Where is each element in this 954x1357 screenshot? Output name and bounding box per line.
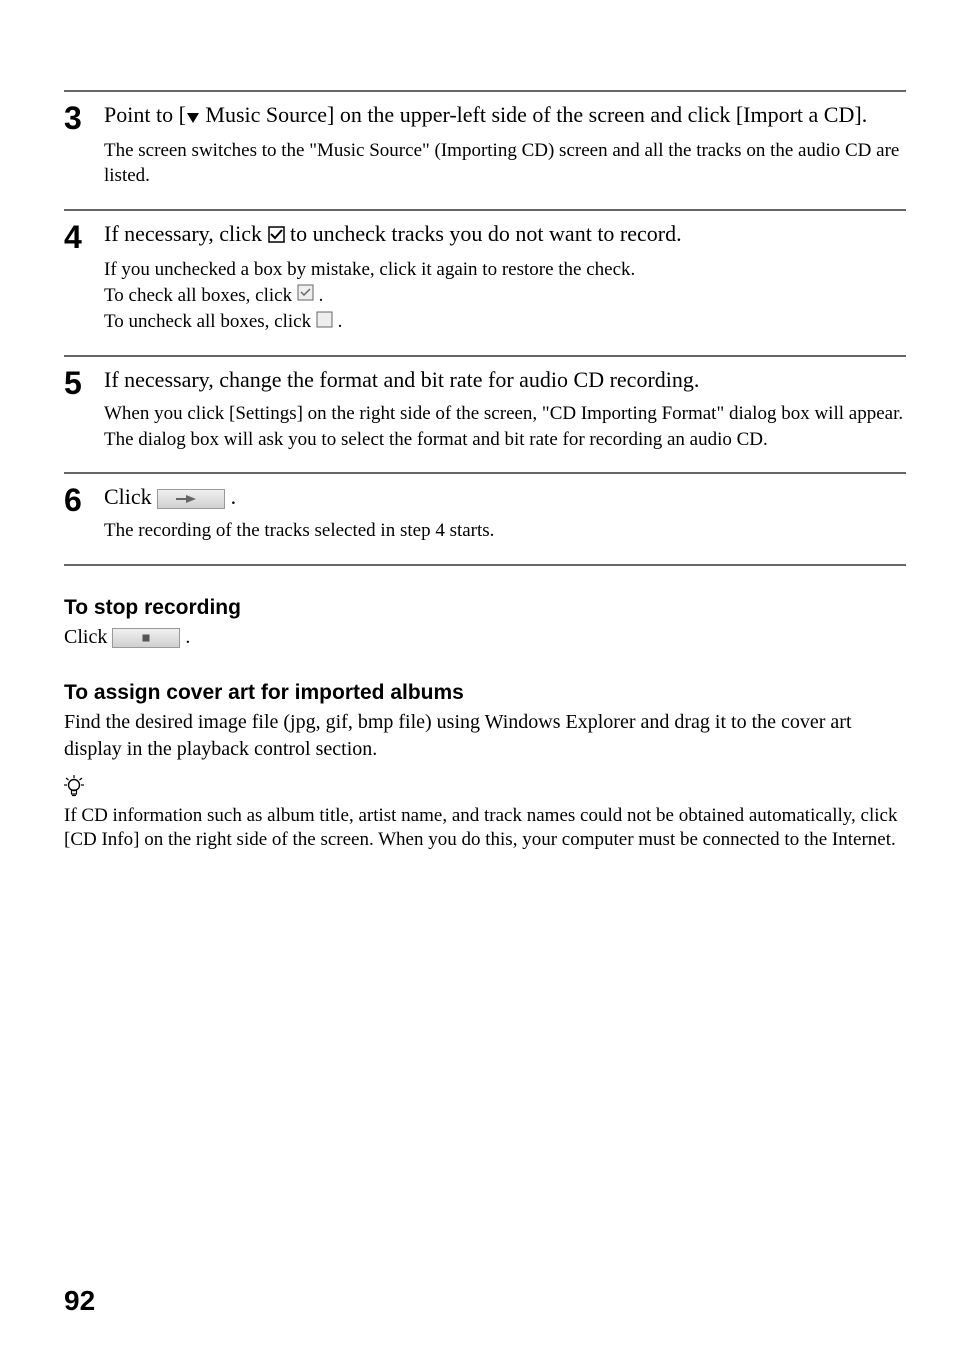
step-row: 4 If necessary, click to uncheck tracks … [64,219,906,335]
lead-text-before: Point to [ [104,102,186,127]
step-number: 5 [64,365,104,399]
step-divider [64,90,906,92]
detail-line-3: To uncheck all boxes, click . [104,309,906,335]
cover-art-body: Find the desired image file (jpg, gif, b… [64,709,906,763]
step-detail: If you unchecked a box by mistake, click… [104,257,906,336]
step-detail: The screen switches to the "Music Source… [104,138,906,189]
step-3: 3 Point to [ Music Source] on the upper-… [64,90,906,189]
step-lead: Point to [ Music Source] on the upper-le… [104,100,906,132]
stop-text-before: Click [64,626,112,648]
detail-text-before: To check all boxes, click [104,285,297,306]
step-detail: The recording of the tracks selected in … [104,518,906,544]
lead-text-before: If necessary, click [104,221,268,246]
detail-text-after: . [314,285,324,306]
step-body: If necessary, click to uncheck tracks yo… [104,219,906,335]
checked-box-icon [268,221,285,251]
step-body: Point to [ Music Source] on the upper-le… [104,100,906,189]
step-lead: If necessary, change the format and bit … [104,365,906,395]
step-5: 5 If necessary, change the format and bi… [64,355,906,452]
step-divider [64,209,906,211]
step-row: 5 If necessary, change the format and bi… [64,365,906,452]
lead-text-after: Music Source] on the upper-left side of … [200,102,867,127]
record-button-icon [157,489,225,509]
down-triangle-icon [186,102,200,132]
step-lead: Click . [104,482,906,512]
uncheck-all-icon [316,310,333,336]
step-body: If necessary, change the format and bit … [104,365,906,452]
step-row: 3 Point to [ Music Source] on the upper-… [64,100,906,189]
final-divider [64,564,906,566]
stop-recording-body: Click . [64,624,906,651]
tip-text: If CD information such as album title, a… [64,804,906,853]
step-row: 6 Click . The recording of the tracks se… [64,482,906,543]
step-body: Click . The recording of the tracks sele… [104,482,906,543]
check-all-icon [297,283,314,309]
step-divider [64,355,906,357]
step-number: 6 [64,482,104,516]
stop-text-after: . [180,626,190,648]
stop-recording-heading: To stop recording [64,596,906,620]
detail-line-2: To check all boxes, click . [104,283,906,309]
step-4: 4 If necessary, click to uncheck tracks … [64,209,906,335]
step-number: 3 [64,100,104,134]
stop-button-icon [112,628,180,648]
lead-text-after: to uncheck tracks you do not want to rec… [285,221,682,246]
detail-text-before: To uncheck all boxes, click [104,311,316,332]
lead-text-after: . [225,484,236,509]
step-divider [64,472,906,474]
step-detail: When you click [Settings] on the right s… [104,401,906,452]
page-number: 92 [64,1285,95,1317]
cover-art-heading: To assign cover art for imported albums [64,681,906,705]
detail-line-1: If you unchecked a box by mistake, click… [104,257,906,283]
step-lead: If necessary, click to uncheck tracks yo… [104,219,906,251]
step-6: 6 Click . The recording of the tracks se… [64,472,906,543]
tip-icon [64,775,906,802]
step-number: 4 [64,219,104,253]
detail-text-after: . [333,311,343,332]
lead-text-before: Click [104,484,157,509]
